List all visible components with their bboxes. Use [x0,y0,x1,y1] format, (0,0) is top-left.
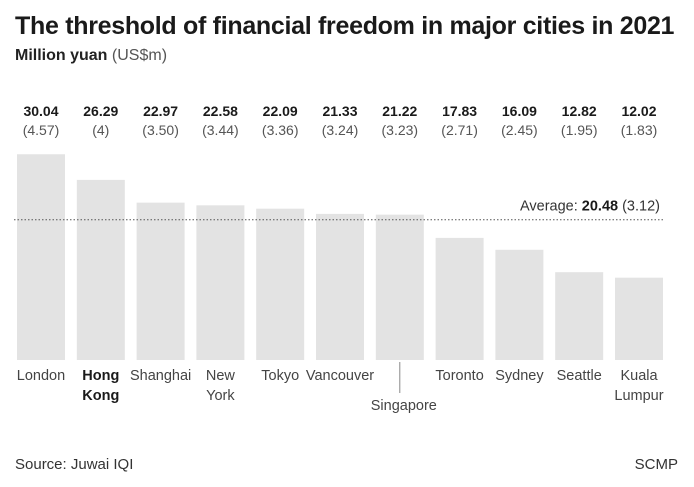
average-value: 20.48 [582,199,618,215]
average-annotation: Average: 20.48 (3.12) [520,199,660,215]
usd-value-label: (4) [92,122,109,138]
value-label: 22.09 [263,103,298,119]
category-label: York [206,388,235,404]
usd-value-label: (1.95) [561,122,598,138]
value-label: 17.83 [442,103,477,119]
chart-subtitle: Million yuan (US$m) [15,47,167,65]
bar [435,237,484,360]
value-label: 21.33 [322,103,357,119]
value-label: 26.29 [83,103,118,119]
unit-main-label: Million yuan [15,47,108,64]
value-label: 22.58 [203,103,238,119]
usd-value-label: (2.71) [441,122,478,138]
category-label: Seattle [557,368,602,384]
unit-alt-label: (US$m) [111,47,168,64]
bar [375,214,424,360]
average-label: Average: [520,199,582,215]
usd-value-label: (4.57) [23,122,60,138]
value-label: 30.04 [23,103,58,119]
average-usd-value: (3.12) [618,199,660,215]
usd-value-label: (1.83) [621,122,658,138]
category-label: London [17,368,65,384]
category-label: Lumpur [614,388,663,404]
bar [316,213,364,360]
value-label: 12.82 [562,103,597,119]
category-label: New [206,368,236,384]
usd-value-label: (2.45) [501,122,538,138]
category-label: Singapore [371,398,437,414]
category-label: Toronto [435,368,483,384]
bar [76,179,125,360]
chart-title: The threshold of financial freedom in ma… [15,12,675,40]
source-note: Source: Juwai IQI [15,456,134,473]
bar [256,208,305,360]
usd-value-label: (3.24) [322,122,359,138]
category-label: Vancouver [306,368,374,384]
usd-value-label: (3.50) [142,122,179,138]
category-label: Shanghai [130,368,191,384]
bar [615,277,663,360]
category-label: Hong [82,368,119,384]
usd-value-label: (3.44) [202,122,239,138]
bar [136,202,185,360]
bar [555,272,604,360]
category-label: Kong [82,388,119,404]
credit-label: SCMP [634,456,678,473]
bar [17,154,65,360]
usd-value-label: (3.23) [382,122,419,138]
category-label: Tokyo [261,368,299,384]
category-label: Kuala [620,368,658,384]
value-label: 22.97 [143,103,178,119]
bar [196,205,245,360]
usd-value-label: (3.36) [262,122,299,138]
value-label: 21.22 [382,103,417,119]
value-label: 12.02 [621,103,656,119]
value-label: 16.09 [502,103,537,119]
category-label: Sydney [495,368,544,384]
bar [495,249,544,360]
